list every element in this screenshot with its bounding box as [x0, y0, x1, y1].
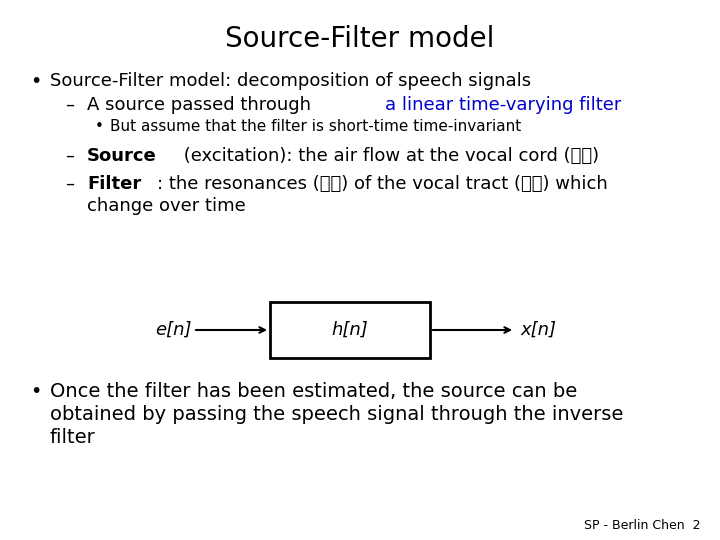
Text: (excitation): the air flow at the vocal cord (聲帶): (excitation): the air flow at the vocal … — [178, 147, 599, 165]
Text: •: • — [95, 119, 104, 134]
Text: Source: Source — [87, 147, 157, 165]
Text: Source-Filter model: Source-Filter model — [225, 25, 495, 53]
Text: obtained by passing the speech signal through the inverse: obtained by passing the speech signal th… — [50, 405, 624, 424]
Text: change over time: change over time — [87, 197, 246, 215]
Text: Filter: Filter — [87, 175, 141, 193]
Text: –: – — [65, 175, 74, 193]
Text: a linear time-varying filter: a linear time-varying filter — [385, 96, 622, 114]
Text: –: – — [65, 96, 74, 114]
Text: x[n]: x[n] — [520, 321, 556, 339]
Bar — [270, 302, 430, 358]
Text: •: • — [30, 382, 41, 401]
Text: filter: filter — [50, 428, 96, 447]
Text: A source passed through: A source passed through — [87, 96, 317, 114]
Text: –: – — [65, 147, 74, 165]
Text: •: • — [30, 72, 41, 91]
Text: But assume that the filter is short-time time-invariant: But assume that the filter is short-time… — [110, 119, 521, 134]
Text: : the resonances (共鳴) of the vocal tract (聲道) which: : the resonances (共鳴) of the vocal tract… — [158, 175, 608, 193]
Text: h[n]: h[n] — [332, 321, 369, 339]
Text: SP - Berlin Chen  2: SP - Berlin Chen 2 — [583, 519, 700, 532]
Text: Once the filter has been estimated, the source can be: Once the filter has been estimated, the … — [50, 382, 577, 401]
Text: Source-Filter model: decomposition of speech signals: Source-Filter model: decomposition of sp… — [50, 72, 531, 90]
Text: e[n]: e[n] — [155, 321, 192, 339]
